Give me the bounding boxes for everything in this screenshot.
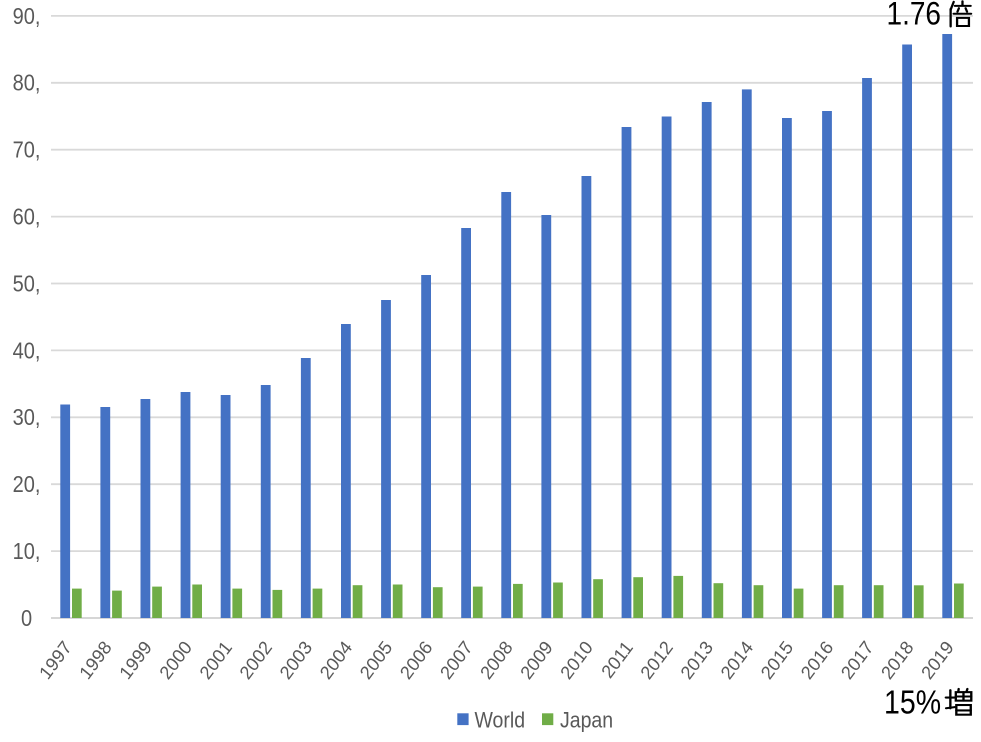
svg-text:2013: 2013	[676, 637, 717, 683]
svg-text:1999: 1999	[115, 637, 156, 683]
svg-text:World: World	[475, 708, 526, 733]
svg-text:2001: 2001	[195, 637, 236, 683]
svg-text:2003: 2003	[275, 637, 316, 683]
svg-text:2009: 2009	[516, 637, 557, 683]
svg-text:2005: 2005	[355, 637, 396, 683]
svg-text:90,: 90,	[13, 2, 41, 29]
svg-text:2008: 2008	[476, 637, 517, 683]
svg-text:2018: 2018	[877, 637, 918, 683]
svg-text:50,: 50,	[13, 270, 41, 297]
svg-text:40,: 40,	[13, 337, 41, 364]
svg-text:0: 0	[21, 604, 32, 631]
svg-text:2000: 2000	[155, 637, 196, 683]
svg-text:Japan: Japan	[560, 708, 613, 733]
svg-text:2015: 2015	[756, 637, 797, 683]
svg-text:1998: 1998	[75, 637, 116, 683]
svg-text:2017: 2017	[837, 637, 878, 683]
svg-text:1997: 1997	[35, 637, 76, 683]
svg-text:1.76: 1.76	[887, 0, 941, 32]
svg-text:2002: 2002	[235, 637, 276, 683]
svg-text:2004: 2004	[315, 637, 356, 683]
svg-text:2006: 2006	[396, 637, 437, 683]
svg-text:2012: 2012	[636, 637, 677, 683]
svg-text:20,: 20,	[13, 471, 41, 498]
svg-text:2007: 2007	[436, 637, 477, 683]
svg-text:80,: 80,	[13, 69, 41, 96]
svg-text:60,: 60,	[13, 203, 41, 230]
svg-text:15%: 15%	[884, 684, 941, 721]
svg-text:2019: 2019	[917, 637, 958, 683]
svg-text:2016: 2016	[796, 637, 837, 683]
svg-text:2011: 2011	[597, 637, 637, 682]
svg-text:70,: 70,	[13, 136, 41, 163]
svg-text:2010: 2010	[556, 637, 597, 683]
svg-text:30,: 30,	[13, 404, 41, 431]
svg-text:10,: 10,	[13, 538, 41, 565]
svg-text:2014: 2014	[716, 637, 757, 683]
